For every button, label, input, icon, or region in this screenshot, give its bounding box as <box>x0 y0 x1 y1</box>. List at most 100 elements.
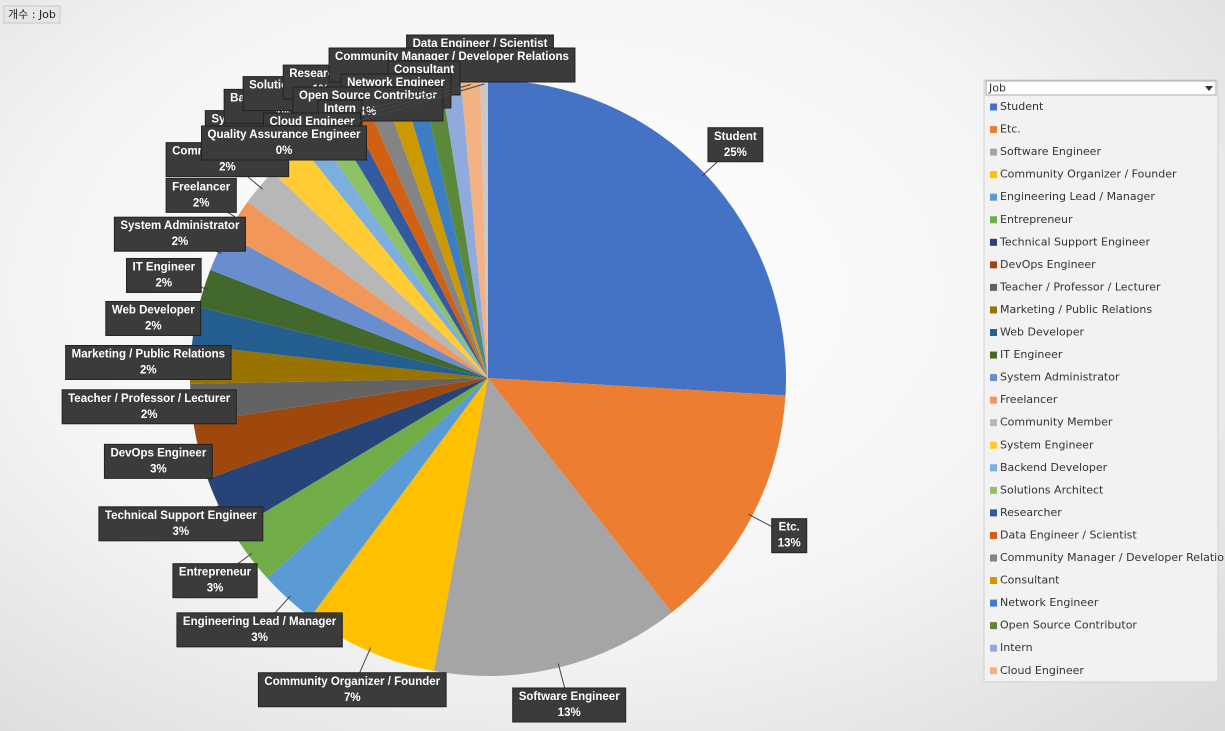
pie-slice <box>316 123 488 379</box>
label-name: Technical Support Engineer <box>105 510 257 522</box>
pie-slice <box>488 378 786 613</box>
legend-swatch <box>990 329 997 336</box>
data-label: Technical Support Engineer 3% <box>98 506 264 542</box>
legend-box <box>983 79 1219 683</box>
legend-swatch <box>990 554 997 562</box>
field-button-label[interactable]: 개수 : Job <box>8 8 56 21</box>
pie-slice <box>191 306 488 378</box>
pie-slice <box>349 105 488 378</box>
legend-swatch <box>990 103 997 111</box>
legend-swatch <box>990 531 997 539</box>
label-name: DevOps Engineer <box>110 447 206 459</box>
label-box <box>201 125 367 161</box>
label-value: 2% <box>156 277 173 289</box>
legend-label: Solutions Architect <box>1000 483 1104 496</box>
legend-swatch <box>990 261 997 269</box>
pie-slice <box>198 269 489 378</box>
label-box <box>771 518 808 554</box>
legend-swatch <box>990 126 997 134</box>
label-value: 7% <box>344 692 361 704</box>
pie-slice <box>272 145 488 378</box>
pie-slice <box>367 98 488 379</box>
legend-swatch <box>990 193 997 201</box>
label-box <box>512 687 627 723</box>
label-value: 2% <box>145 321 162 333</box>
label-value: 13% <box>778 538 801 550</box>
pie-slice <box>332 113 488 379</box>
label-value: 3% <box>207 583 224 595</box>
label-name: Intern <box>324 103 356 115</box>
label-box <box>61 389 237 425</box>
legend-label: Community Member <box>1000 416 1113 429</box>
data-label: Software Engineer 13% <box>512 687 627 723</box>
label-value: 2% <box>140 365 157 377</box>
label-name: System Administrator <box>120 220 240 232</box>
legend-label: Technical Support Engineer <box>999 235 1150 248</box>
label-value: 0% <box>276 145 293 157</box>
label-box <box>257 672 447 708</box>
label-name: Community Manager / Developer Relations <box>335 51 569 63</box>
pie-slice <box>267 378 488 618</box>
legend-label: Data Engineer / Scientist <box>1000 528 1137 541</box>
pie-slice <box>210 234 489 378</box>
label-name: Cloud Engineer <box>270 116 356 128</box>
dropdown-arrow[interactable] <box>1205 86 1213 91</box>
pie-slice <box>310 378 488 672</box>
data-label: System Administrator 2% <box>113 216 246 252</box>
legend-swatch <box>990 622 997 630</box>
legend-label: Community Organizer / Founder <box>1000 168 1177 181</box>
legend-title[interactable]: Job <box>988 82 1006 95</box>
legend-label: Student <box>1000 100 1044 113</box>
legend-label: Researcher <box>1000 506 1062 519</box>
legend-swatch <box>990 351 997 359</box>
pie-slice <box>190 345 488 384</box>
pie-slice <box>480 80 488 378</box>
label-box <box>126 257 202 293</box>
label-name: Network Engineer <box>347 77 445 89</box>
pie-slice <box>207 378 488 532</box>
legend-swatch <box>990 374 997 382</box>
legend-swatch <box>990 486 997 494</box>
label-name: Marketing / Public Relations <box>72 349 225 361</box>
label-box <box>103 443 213 479</box>
label-value: 2% <box>141 409 158 421</box>
data-label: Student 25% <box>707 127 764 163</box>
legend-swatch <box>990 419 997 427</box>
data-label: DevOps Engineer 3% <box>103 443 213 479</box>
legend-label: System Engineer <box>1000 438 1094 451</box>
pie-slice <box>441 81 488 379</box>
data-label: Freelancer 2% <box>165 177 237 213</box>
label-name: Student <box>714 131 757 143</box>
label-name: Quality Assurance Engineer <box>208 129 361 141</box>
label-value: 13% <box>558 707 581 719</box>
legend-swatch <box>990 171 997 179</box>
legend-swatch <box>990 238 997 246</box>
pie-slice <box>433 378 672 676</box>
pie-slice <box>301 134 488 378</box>
label-box <box>165 177 237 213</box>
label-name: Software Engineer <box>519 691 620 703</box>
legend-label: Backend Developer <box>1000 461 1108 474</box>
legend-label: DevOps Engineer <box>1000 258 1096 271</box>
legend-swatch <box>990 509 997 517</box>
label-box <box>707 127 764 163</box>
label-name: Etc. <box>779 522 800 534</box>
legend-label: IT Engineer <box>1000 348 1063 361</box>
legend-swatch <box>990 599 997 607</box>
legend-filter[interactable] <box>985 80 1217 96</box>
legend-swatch <box>990 283 997 291</box>
data-label: Quality Assurance Engineer 0% <box>201 125 367 161</box>
field-button[interactable] <box>3 5 61 24</box>
data-label: Community Organizer / Founder 7% <box>257 672 447 708</box>
label-name: Engineering Lead / Manager <box>183 616 337 628</box>
label-name: Teacher / Professor / Lecturer <box>68 393 231 405</box>
label-value: 2% <box>193 197 210 209</box>
legend-label: Cloud Engineer <box>1000 664 1084 677</box>
legend-label: Consultant <box>1000 574 1060 587</box>
label-box <box>113 216 246 252</box>
label-name: Open Source Contributor <box>299 90 438 102</box>
pie-slice <box>488 80 786 396</box>
label-box <box>98 506 264 542</box>
label-box <box>65 344 232 380</box>
